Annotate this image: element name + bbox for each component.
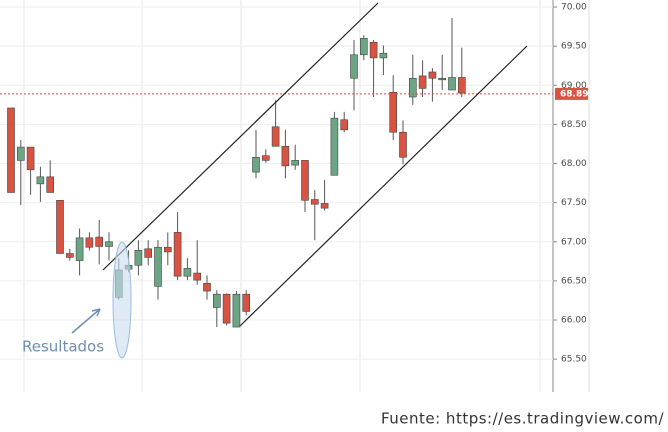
y-tick-label: 70.00: [561, 3, 587, 13]
annotation: Resultados: [22, 338, 104, 356]
candle-body: [173, 232, 182, 277]
candle-body: [301, 160, 309, 201]
candle-body: [271, 126, 280, 147]
candle-body: [291, 160, 300, 166]
candle-body: [16, 146, 25, 161]
candle-body: [95, 236, 103, 247]
source: Fuente: https://es.tradingview.com/: [381, 410, 664, 428]
channel-lower: [239, 45, 528, 327]
candle-body: [105, 241, 113, 247]
candle-body: [389, 92, 398, 133]
candle-body: [242, 293, 250, 312]
y-tick-label: 67.50: [561, 198, 587, 208]
y-tick-label: 67.00: [561, 237, 587, 247]
candle-body: [340, 119, 349, 131]
candle-body: [281, 146, 290, 167]
candle-body: [252, 156, 260, 173]
candle-body: [36, 176, 45, 185]
y-tick-label: 69.00: [561, 81, 587, 91]
candle-body: [183, 268, 192, 277]
candle-body: [193, 272, 201, 281]
highlight-ellipse: [112, 241, 132, 359]
candle-body: [330, 117, 339, 176]
candle-body: [261, 155, 270, 161]
candle-body: [85, 237, 94, 248]
candle-body: [320, 203, 329, 209]
candle-body: [379, 52, 388, 59]
y-tick-label: 66.00: [561, 316, 587, 326]
candle-body: [26, 146, 35, 171]
last-price-box: [555, 87, 588, 100]
candle-body: [369, 41, 378, 59]
candle-body: [134, 250, 143, 266]
candle-body: [408, 77, 417, 98]
arrow-head: [91, 308, 101, 317]
candle-body: [213, 293, 221, 308]
candle-body: [75, 237, 84, 261]
last-price-label: 68.89: [560, 89, 588, 99]
channel-upper: [102, 2, 379, 271]
candle-body: [418, 75, 427, 89]
y-tick-label: 68.50: [561, 120, 587, 130]
candle-body: [7, 107, 15, 193]
candle-body: [448, 77, 456, 91]
candle-body: [359, 38, 368, 56]
candle-body: [66, 253, 74, 258]
candle-body: [56, 200, 64, 254]
candle-body: [310, 199, 319, 205]
candle-body: [457, 77, 466, 94]
arrow: [71, 308, 101, 334]
vertical-grid: [23, 0, 541, 392]
y-tick-label: 66.50: [561, 276, 587, 286]
plot: 65.50 66.00 66.50 67.00 67.50 68.00 68.50 69.00…: [0, 3, 588, 365]
candle-body: [399, 131, 407, 158]
candle-body: [203, 282, 211, 292]
candle-body: [438, 77, 447, 81]
candle-body: [428, 71, 437, 79]
candle-body: [222, 293, 231, 324]
candle-body: [232, 293, 241, 328]
candle-body: [350, 54, 358, 79]
candle-body: [154, 246, 162, 287]
y-tick-label: 65.50: [561, 355, 587, 365]
y-tick-label: 69.50: [561, 42, 587, 52]
candle-body: [164, 246, 172, 253]
y-tick-label: 68.00: [561, 159, 587, 169]
candle-body: [46, 176, 55, 193]
candle-body: [144, 248, 152, 258]
